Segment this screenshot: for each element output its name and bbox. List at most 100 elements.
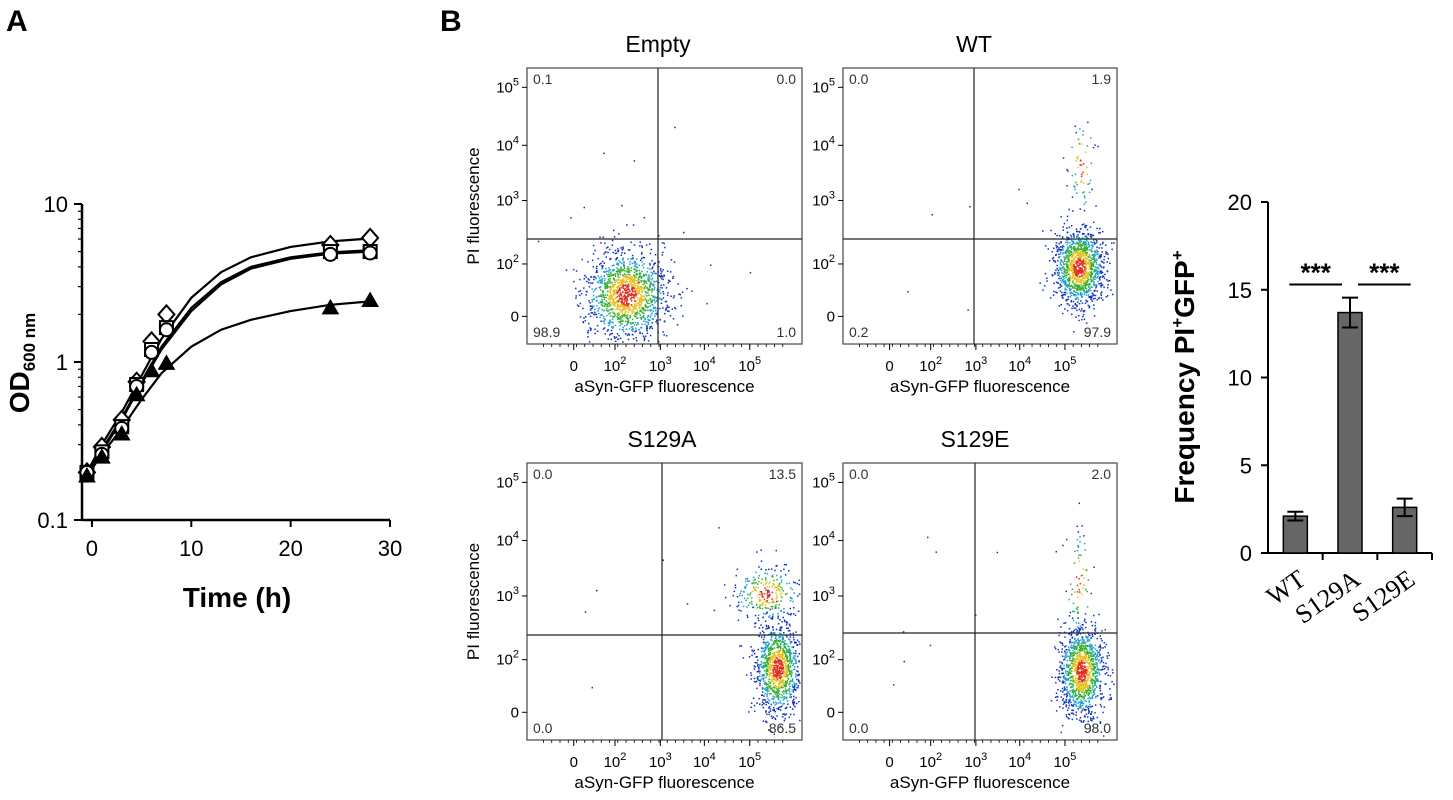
flow-event — [1093, 221, 1095, 224]
flow-event — [784, 593, 787, 596]
flow-event — [1073, 248, 1075, 251]
flow-event — [1074, 273, 1077, 275]
flow-event — [791, 685, 794, 687]
flow-event — [1061, 651, 1063, 653]
flow-event — [1093, 278, 1095, 281]
flow-event — [1100, 260, 1103, 262]
flow-event — [1072, 305, 1074, 307]
flow-event — [640, 309, 642, 311]
flow-event — [1081, 253, 1084, 256]
flow-event — [1076, 279, 1078, 281]
flow-event — [797, 674, 799, 677]
flow-event — [1074, 291, 1077, 293]
flow-event — [601, 290, 604, 292]
flow-event — [1061, 275, 1064, 278]
flow-event — [739, 594, 741, 597]
flow-event — [618, 299, 620, 301]
flow-event — [1071, 254, 1074, 256]
flow-event — [606, 285, 609, 287]
flow-event — [648, 288, 650, 290]
flow-event — [1076, 235, 1078, 237]
flow-event — [1062, 266, 1064, 269]
flow-event — [597, 310, 599, 312]
flow-event — [681, 291, 684, 293]
flow-event — [1078, 240, 1080, 242]
flow-event — [772, 652, 775, 655]
flow-event — [1079, 263, 1082, 265]
flow-event — [1079, 677, 1081, 679]
flow-event — [1085, 225, 1087, 227]
flow-event — [1063, 222, 1066, 225]
flow-y-tick-label: 103 — [496, 585, 519, 605]
flow-event — [610, 292, 612, 295]
flow-event — [638, 303, 640, 305]
flow-plot-frame — [526, 67, 803, 345]
flow-event — [770, 672, 772, 674]
flow-event — [616, 312, 619, 315]
flow-event — [686, 287, 688, 290]
flow-event — [769, 669, 772, 671]
flow-event — [765, 607, 767, 609]
flow-event — [1113, 683, 1115, 686]
flow-event — [582, 321, 585, 324]
flow-event — [768, 657, 770, 660]
flow-event — [635, 276, 637, 279]
flow-event — [1092, 265, 1095, 268]
flow-event — [655, 272, 657, 275]
flow-event — [1086, 668, 1089, 671]
flow-event — [593, 298, 595, 301]
flow-event — [637, 299, 640, 301]
flow-event — [636, 311, 639, 314]
flow-event — [1094, 251, 1096, 254]
flow-event — [607, 278, 610, 281]
flow-event — [588, 285, 591, 288]
flow-event — [1082, 261, 1085, 263]
flow-event — [603, 317, 605, 320]
growth-point-triangle — [112, 425, 131, 441]
flow-event — [635, 305, 637, 307]
flow-event — [1094, 680, 1096, 682]
flow-event — [666, 294, 669, 297]
flow-event — [772, 626, 774, 629]
flow-event — [1072, 679, 1074, 682]
flow-event — [1067, 273, 1070, 276]
flow-event — [1086, 673, 1088, 675]
flow-event — [1075, 297, 1077, 299]
flow-event — [1059, 641, 1061, 643]
flow-event — [1086, 228, 1089, 231]
flow-event — [1094, 630, 1097, 632]
flow-event — [600, 320, 602, 322]
flow-event — [1066, 688, 1068, 690]
flow-event — [1092, 666, 1095, 668]
flow-event — [1077, 239, 1080, 241]
flow-event — [1077, 138, 1080, 140]
growth-point-circle — [144, 344, 160, 360]
flow-event — [798, 661, 800, 663]
flow-event — [1076, 684, 1078, 686]
flow-event — [771, 605, 774, 608]
flow-event — [658, 288, 661, 291]
flow-event — [579, 278, 581, 281]
flow-event — [1075, 661, 1078, 663]
flow-event — [605, 287, 608, 289]
flow-event — [780, 678, 782, 681]
flow-event — [766, 644, 768, 647]
flow-event — [617, 318, 619, 320]
flow-event — [765, 657, 768, 660]
flow-event — [616, 333, 619, 335]
flow-event — [1086, 239, 1088, 242]
flow-event — [1082, 259, 1085, 262]
flow-event — [1106, 252, 1108, 254]
flow-event — [614, 283, 616, 286]
flow-event — [772, 615, 774, 617]
flow-event — [773, 601, 776, 604]
flow-event — [1098, 646, 1101, 648]
flow-event — [770, 657, 772, 659]
flow-event — [1068, 255, 1070, 258]
flow-event — [1099, 265, 1102, 267]
flow-event — [1078, 308, 1081, 311]
flow-event — [620, 280, 623, 282]
flow-event — [618, 334, 620, 337]
flow-event — [638, 306, 641, 309]
